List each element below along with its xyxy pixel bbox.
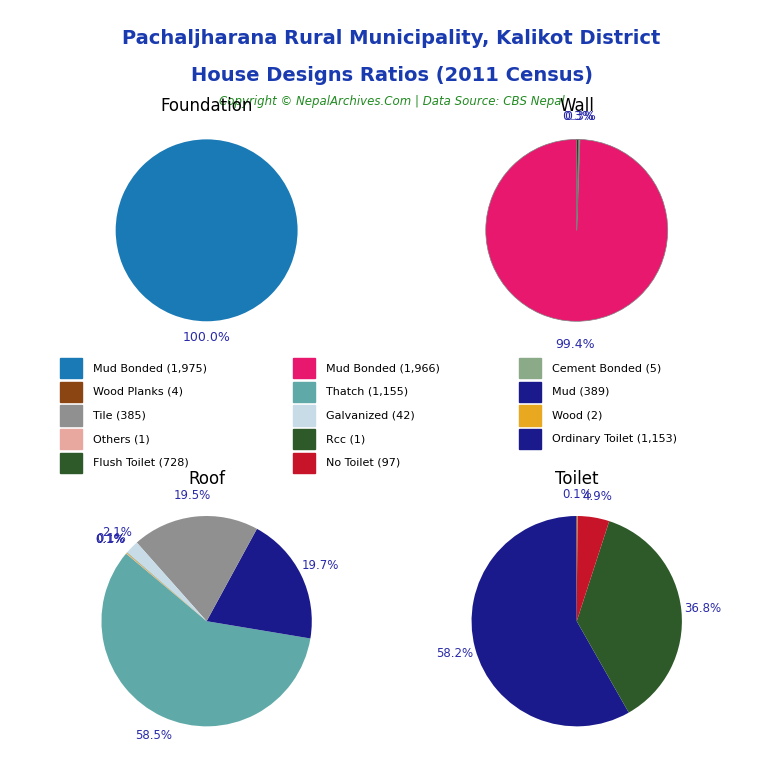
Text: 0.1%: 0.1%: [96, 532, 126, 545]
Text: 100.0%: 100.0%: [183, 331, 230, 344]
Title: Foundation: Foundation: [161, 97, 253, 115]
FancyBboxPatch shape: [519, 429, 541, 449]
FancyBboxPatch shape: [293, 429, 316, 449]
FancyBboxPatch shape: [293, 358, 316, 379]
Text: 0.3%: 0.3%: [564, 110, 596, 123]
Wedge shape: [577, 139, 580, 230]
Wedge shape: [137, 516, 257, 621]
Text: 19.7%: 19.7%: [301, 559, 339, 572]
Text: 0.1%: 0.1%: [562, 488, 592, 502]
Text: 19.5%: 19.5%: [174, 489, 211, 502]
Wedge shape: [207, 529, 312, 638]
Text: Rcc (1): Rcc (1): [326, 434, 366, 444]
Text: Wood (2): Wood (2): [552, 411, 602, 421]
Text: Wood Planks (4): Wood Planks (4): [93, 387, 183, 397]
Text: Tile (385): Tile (385): [93, 411, 146, 421]
FancyBboxPatch shape: [60, 452, 82, 473]
Wedge shape: [577, 516, 609, 621]
Wedge shape: [101, 554, 310, 727]
Text: 0.3%: 0.3%: [562, 110, 594, 123]
Text: House Designs Ratios (2011 Census): House Designs Ratios (2011 Census): [190, 66, 593, 85]
Text: 58.5%: 58.5%: [135, 730, 172, 743]
Text: Galvanized (42): Galvanized (42): [326, 411, 415, 421]
FancyBboxPatch shape: [519, 382, 541, 402]
FancyBboxPatch shape: [293, 382, 316, 402]
Text: 2.1%: 2.1%: [102, 526, 131, 539]
Text: 36.8%: 36.8%: [684, 602, 721, 615]
Title: Roof: Roof: [188, 470, 225, 488]
FancyBboxPatch shape: [293, 406, 316, 425]
Text: 4.9%: 4.9%: [582, 490, 612, 503]
Text: 0.1%: 0.1%: [95, 533, 125, 546]
FancyBboxPatch shape: [60, 382, 82, 402]
Wedge shape: [577, 139, 578, 230]
FancyBboxPatch shape: [293, 452, 316, 473]
FancyBboxPatch shape: [519, 406, 541, 425]
Text: 99.4%: 99.4%: [555, 337, 594, 350]
Text: 0.1%: 0.1%: [95, 534, 125, 546]
Wedge shape: [486, 139, 667, 321]
Wedge shape: [116, 139, 297, 321]
FancyBboxPatch shape: [60, 358, 82, 379]
Wedge shape: [126, 553, 207, 621]
FancyBboxPatch shape: [60, 429, 82, 449]
Text: Others (1): Others (1): [93, 434, 150, 444]
Text: No Toilet (97): No Toilet (97): [326, 458, 400, 468]
Text: Pachaljharana Rural Municipality, Kalikot District: Pachaljharana Rural Municipality, Kaliko…: [122, 29, 661, 48]
Wedge shape: [472, 516, 629, 727]
Text: Copyright © NepalArchives.Com | Data Source: CBS Nepal: Copyright © NepalArchives.Com | Data Sou…: [219, 94, 564, 108]
Text: Mud (389): Mud (389): [552, 387, 610, 397]
Title: Wall: Wall: [559, 97, 594, 115]
FancyBboxPatch shape: [519, 358, 541, 379]
Text: Thatch (1,155): Thatch (1,155): [326, 387, 408, 397]
Wedge shape: [126, 553, 207, 621]
FancyBboxPatch shape: [60, 406, 82, 425]
Text: Ordinary Toilet (1,153): Ordinary Toilet (1,153): [552, 434, 677, 444]
Text: Flush Toilet (728): Flush Toilet (728): [93, 458, 189, 468]
Text: Mud Bonded (1,966): Mud Bonded (1,966): [326, 363, 440, 373]
Wedge shape: [127, 552, 207, 621]
Text: Cement Bonded (5): Cement Bonded (5): [552, 363, 661, 373]
Text: Mud Bonded (1,975): Mud Bonded (1,975): [93, 363, 207, 373]
Wedge shape: [127, 542, 207, 621]
Text: 58.2%: 58.2%: [436, 647, 473, 660]
Title: Toilet: Toilet: [555, 470, 598, 488]
Wedge shape: [577, 521, 682, 713]
